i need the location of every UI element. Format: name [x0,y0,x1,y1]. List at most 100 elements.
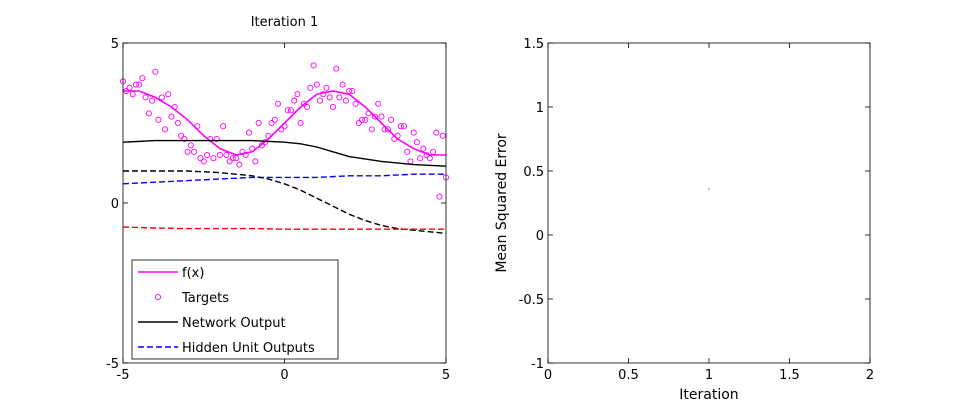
target-point [278,126,285,133]
target-point [142,94,149,101]
plot-background [548,43,870,363]
target-point [336,94,343,101]
target-point [420,145,427,152]
target-point [378,113,385,120]
x-tick-label: 0 [280,368,288,383]
legend-label: Targets [181,291,229,306]
y-tick-label: 0 [536,229,544,244]
target-point [310,62,317,69]
target-point [394,132,401,139]
target-point [200,158,207,165]
target-point [145,110,152,117]
x-tick-label: 1.5 [779,368,800,383]
y-tick-label: 1 [536,101,544,116]
target-point [381,126,388,133]
target-point [313,81,320,88]
target-point [349,87,356,95]
legend-label: Network Output [182,316,286,331]
target-point [436,193,443,200]
target-point [207,135,214,143]
target-point [339,81,346,88]
target-point [375,100,382,107]
target-point [126,84,133,91]
target-point [371,113,378,120]
target-point [187,142,194,149]
target-point [216,151,223,159]
target-point [213,135,220,143]
target-point [178,132,185,139]
y-tick-label: 0 [111,197,119,212]
target-point [329,103,337,111]
target-point [423,151,430,159]
target-point [281,123,288,130]
target-point [352,100,359,107]
target-point [165,91,172,98]
target-point [223,151,230,159]
right-axes: 0 0.5 1 1.5 2 -1 -0.5 0 0.5 1 1.5 Iteration Mean Squ… [494,37,874,403]
chart-title: Iteration 1 [251,15,319,30]
target-point [129,91,136,98]
target-point [358,116,366,123]
target-point [320,91,327,98]
x-tick-label: 1 [705,368,713,383]
target-point [236,161,243,168]
x-axis-label: Iteration [679,387,738,403]
target-point [326,94,333,101]
target-point [139,75,146,82]
legend-label: Hidden Unit Outputs [182,341,315,356]
target-point [197,155,204,162]
y-tick-label: 0.5 [523,165,544,180]
target-point [274,100,282,107]
x-tick-label: -5 [117,368,130,383]
target-point [400,123,408,130]
target-point [171,103,178,111]
target-point [252,158,259,165]
target-point [242,151,249,159]
target-point [268,119,275,127]
target-point [152,68,159,75]
target-point [433,129,440,136]
target-point [271,116,278,123]
target-point [430,148,437,155]
legend-swatch-marker [154,293,162,301]
target-point [194,123,201,130]
target-point [297,119,304,127]
target-point [439,132,446,139]
target-point [323,84,330,91]
target-point [155,116,162,123]
target-point [123,87,130,95]
target-point [191,148,198,155]
target-point [229,155,236,162]
target-point [404,148,411,155]
x-tick-label: 2 [866,368,874,383]
target-point [316,97,324,104]
target-point [342,97,349,104]
target-point [304,103,311,111]
y-axis-label: Mean Squared Error [494,133,510,273]
target-point [410,129,417,136]
target-point [161,126,169,133]
legend-box [131,259,339,360]
target-point [397,123,404,130]
target-point [255,119,262,127]
target-point [262,139,269,146]
x-tick-label: 0 [544,368,552,383]
y-tick-label: -1 [531,357,544,372]
target-point [391,135,398,143]
target-point [174,119,181,127]
data-point [708,188,710,190]
target-point [168,113,175,120]
target-point [388,116,395,123]
target-point [239,148,246,155]
y-tick-label: 1.5 [523,37,544,52]
target-point [203,151,211,159]
network-output-line [122,139,447,167]
target-point [181,135,188,143]
target-point [136,81,143,88]
target-point [417,155,424,162]
legend-label: f(x) [182,266,204,281]
target-point [149,97,156,104]
left-axes: -5 0 5 -5 0 5 Iteration 1 f(x) Targets Network Ou… [106,15,450,383]
target-point [249,145,256,152]
y-tick-label: -5 [106,357,119,372]
